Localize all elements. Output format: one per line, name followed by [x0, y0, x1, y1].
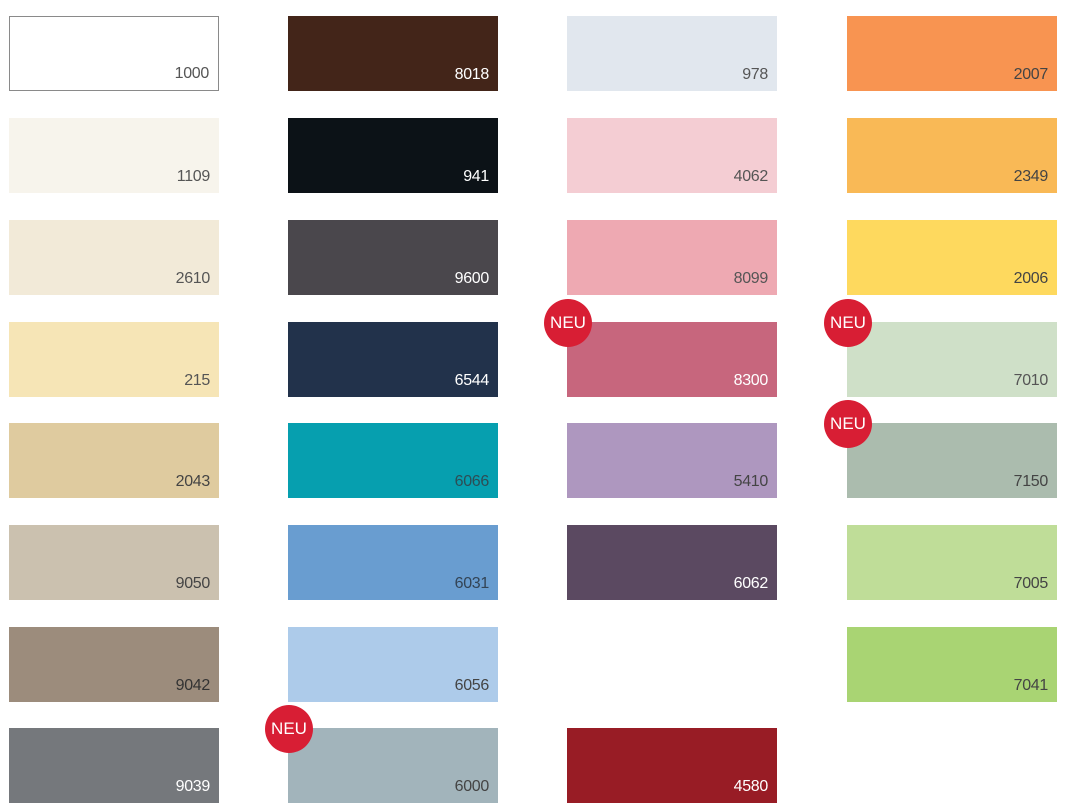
color-swatch-8300: 8300	[567, 322, 777, 397]
swatch-code: 1000	[174, 65, 210, 82]
color-swatch-6031: 6031	[288, 525, 498, 600]
swatch-code: 6066	[454, 473, 490, 490]
swatch-code: 978	[742, 66, 768, 83]
swatch-code: 215	[184, 372, 210, 389]
color-swatch-2006: 2006	[847, 220, 1057, 295]
swatch-code: 1109	[176, 168, 211, 185]
color-swatch-2349: 2349	[847, 118, 1057, 193]
color-swatch-9600: 9600	[288, 220, 498, 295]
swatch-code: 7150	[1013, 473, 1049, 490]
new-badge: NEU	[265, 705, 313, 753]
color-swatch-6544: 6544	[288, 322, 498, 397]
swatch-code: 7010	[1013, 372, 1049, 389]
swatch-code: 8018	[454, 66, 490, 83]
color-swatch-5410: 5410	[567, 423, 777, 498]
swatch-code: 2043	[175, 473, 211, 490]
swatch-code: 9039	[175, 778, 211, 795]
color-swatch-215: 215	[9, 322, 219, 397]
new-badge: NEU	[824, 400, 872, 448]
color-swatch-9042: 9042	[9, 627, 219, 702]
swatch-code: 941	[463, 168, 489, 185]
color-swatch-8018: 8018	[288, 16, 498, 91]
swatch-code: 7005	[1013, 575, 1049, 592]
swatch-code: 5410	[733, 473, 769, 490]
color-swatch-6062: 6062	[567, 525, 777, 600]
swatch-code: 2007	[1013, 66, 1049, 83]
color-swatch-9050: 9050	[9, 525, 219, 600]
color-swatch-8099: 8099	[567, 220, 777, 295]
swatch-code: 2610	[175, 270, 211, 287]
new-badge: NEU	[824, 299, 872, 347]
color-swatch-4580: 4580	[567, 728, 777, 803]
new-badge: NEU	[544, 299, 592, 347]
swatch-code: 6062	[733, 575, 769, 592]
color-swatch-9039: 9039	[9, 728, 219, 803]
swatch-code: 4580	[733, 778, 769, 795]
color-swatch-6000: 6000	[288, 728, 498, 803]
color-swatch-2610: 2610	[9, 220, 219, 295]
swatch-code: 6031	[454, 575, 490, 592]
color-swatch-7150: 7150	[847, 423, 1057, 498]
swatch-code: 2349	[1013, 168, 1049, 185]
color-swatch-6056: 6056	[288, 627, 498, 702]
color-swatch-6066: 6066	[288, 423, 498, 498]
color-swatch-941: 941	[288, 118, 498, 193]
swatch-code: 4062	[733, 168, 769, 185]
color-swatch-978: 978	[567, 16, 777, 91]
swatch-code: 8099	[733, 270, 769, 287]
swatch-code: 9050	[175, 575, 211, 592]
swatch-code: 6000	[454, 778, 490, 795]
swatch-code: 9042	[175, 677, 211, 694]
color-swatch-4062: 4062	[567, 118, 777, 193]
swatch-code: 8300	[733, 372, 769, 389]
swatch-code: 9600	[454, 270, 490, 287]
color-swatch-7010: 7010	[847, 322, 1057, 397]
color-swatch-2043: 2043	[9, 423, 219, 498]
color-swatch-1109: 1109	[9, 118, 219, 193]
swatch-code: 6056	[454, 677, 490, 694]
swatch-code: 6544	[454, 372, 490, 389]
swatch-code: 2006	[1013, 270, 1049, 287]
color-swatch-7005: 7005	[847, 525, 1057, 600]
color-swatch-7041: 7041	[847, 627, 1057, 702]
color-swatch-1000: 1000	[9, 16, 219, 91]
color-swatch-2007: 2007	[847, 16, 1057, 91]
swatch-code: 7041	[1013, 677, 1049, 694]
